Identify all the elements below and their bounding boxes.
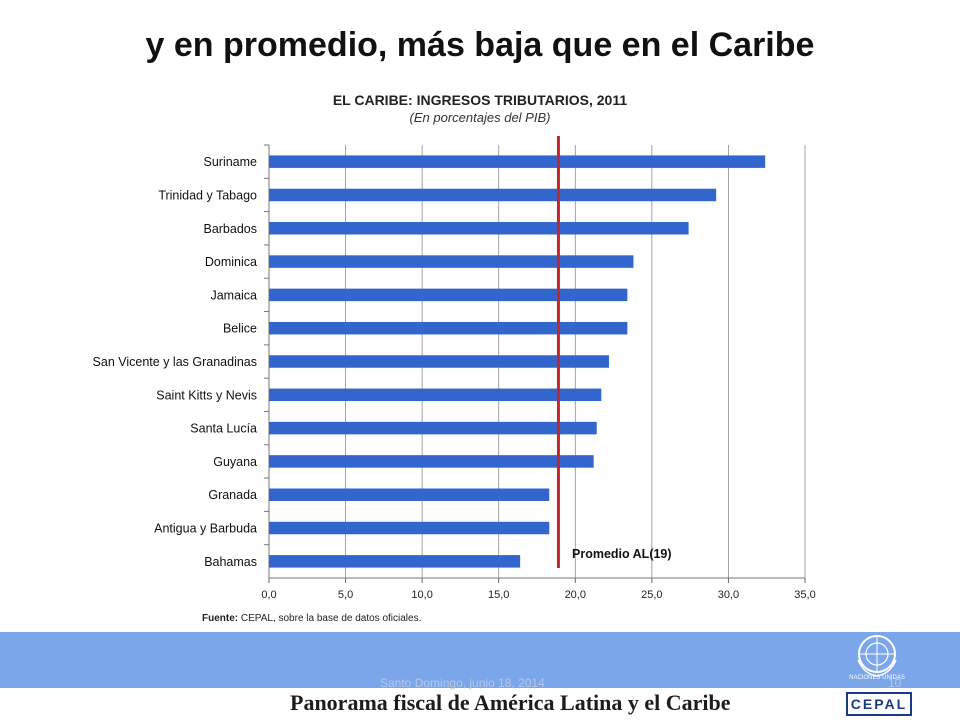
x-tick-label: 35,0 [794,589,815,601]
reference-label: Promedio AL(19) [572,547,672,561]
source-text: CEPAL, sobre la base de datos oficiales. [240,613,422,624]
bar [269,488,550,501]
footer-meta: Santo Domingo, junio 18, 2014 [380,676,545,690]
bar [269,455,594,468]
bar [269,288,628,302]
bar [269,321,628,335]
x-tick-label: 0,0 [261,589,276,601]
bar-chart: 0,0 5,0 10,0 15,0 20,0 25,0 30,0 35,0 Suriname Tr… [93,136,816,601]
chart-subtitle: (En porcentajes del PIB) [409,110,551,125]
cepal-logo: CEPAL [846,692,912,716]
x-tick-label: 10,0 [411,589,432,601]
chart-title: EL CARIBE: INGRESOS TRIBUTARIOS, 2011 [332,92,628,108]
category-label: Trinidad y Tabago [158,188,257,202]
source-label: Fuente: [202,613,239,624]
category-label: San Vicente y las Granadinas [93,355,257,369]
category-label: Saint Kitts y Nevis [156,388,257,402]
category-label: Belice [223,322,257,336]
bar [269,155,766,168]
category-label: Dominica [205,255,257,269]
category-label: Jamaica [210,288,257,302]
slide-title: y en promedio, más baja que en el Caribe [145,26,815,64]
un-emblem-icon [857,635,897,677]
category-label: Santa Lucía [190,422,257,436]
footer-title: Panorama fiscal de América Latina y el C… [290,690,731,715]
bar [269,521,550,535]
page-number: 10 [888,676,902,690]
bar [269,355,609,368]
x-tick-label: 15,0 [488,589,509,601]
category-label: Barbados [203,222,257,236]
bar [269,188,717,202]
category-label: Bahamas [204,555,257,569]
x-tick-label: 30,0 [718,589,739,601]
category-label: Granada [208,488,257,502]
bar [269,222,689,235]
x-tick-label: 20,0 [565,589,586,601]
category-label: Antigua y Barbuda [154,522,257,536]
category-label: Guyana [213,455,257,469]
source-note: Fuente: CEPAL, sobre la base de datos of… [202,613,421,624]
x-tick-label: 25,0 [641,589,662,601]
bar [269,421,597,435]
category-label: Suriname [204,155,258,169]
x-tick-label: 5,0 [338,589,353,601]
bar [269,388,602,402]
un-label: NACIONES UNIDAS [849,675,905,681]
bar [269,555,521,568]
bar [269,255,634,268]
footer-bar [0,688,960,720]
